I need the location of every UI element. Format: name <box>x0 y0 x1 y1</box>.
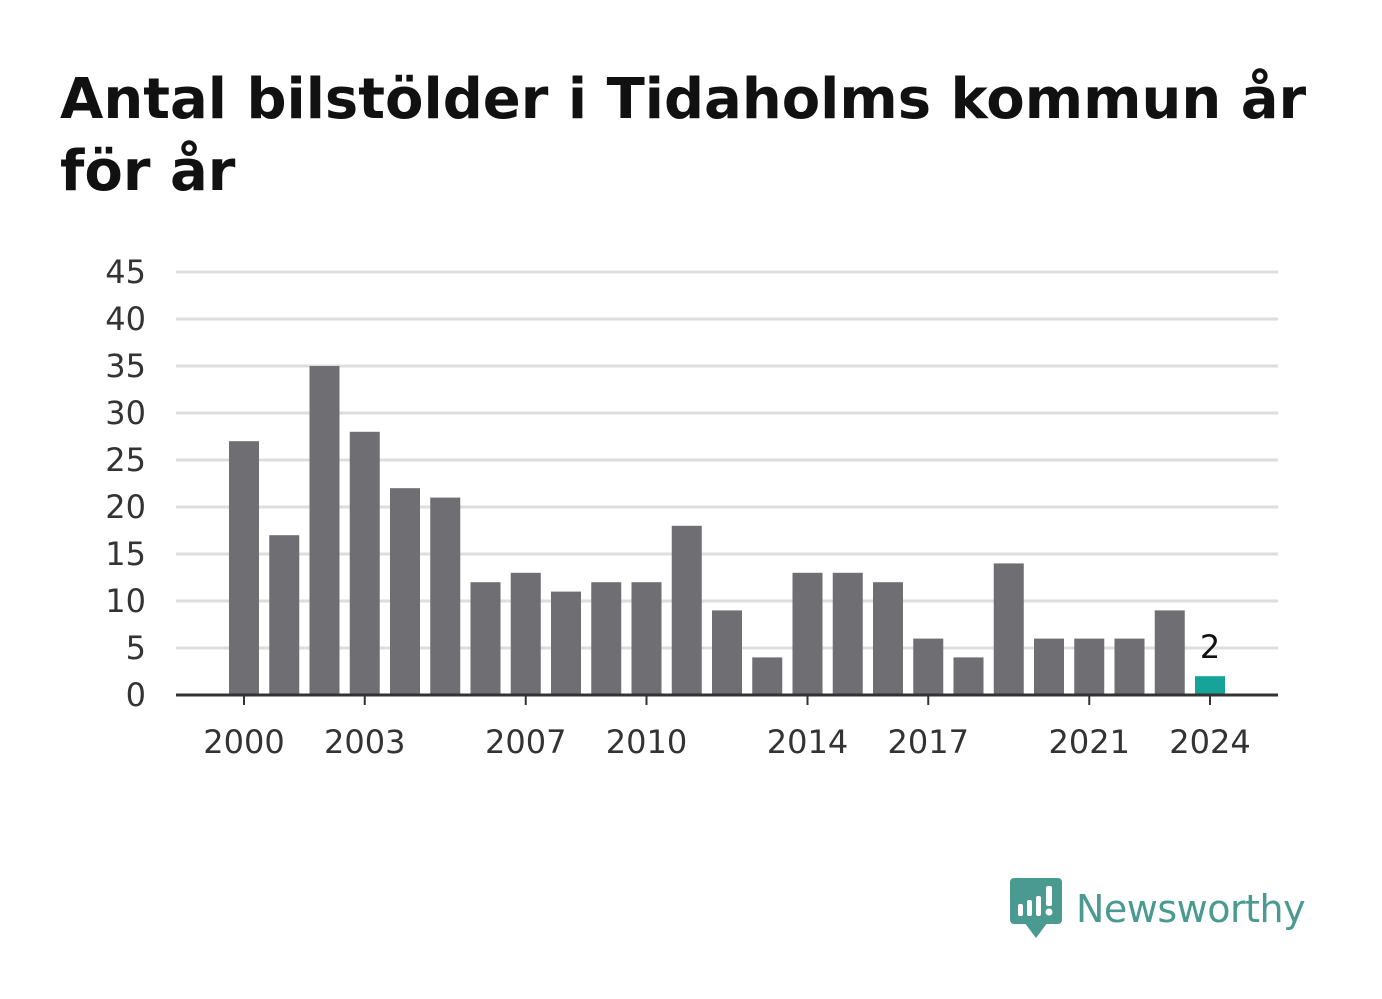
bar-2017 <box>913 638 944 695</box>
bar-2024 <box>1195 676 1225 695</box>
brand-name: Newsworthy <box>1076 887 1306 931</box>
bar-2023 <box>1154 610 1185 695</box>
x-tick-label-2000: 2000 <box>203 723 284 761</box>
bar-2014 <box>792 572 823 695</box>
x-tick-label-2014: 2014 <box>767 723 848 761</box>
data-label-2024: 2 <box>1200 628 1220 666</box>
bar-2001 <box>269 535 300 695</box>
bar-2020 <box>1034 638 1064 695</box>
bar-2021 <box>1074 638 1105 695</box>
newsworthy-brand: Newsworthy <box>1010 878 1306 940</box>
bar-2009 <box>591 582 622 695</box>
data-labels: 2 <box>1200 628 1220 666</box>
x-tick-label-2007: 2007 <box>485 723 566 761</box>
x-tick-label-2010: 2010 <box>606 723 687 761</box>
gridlines <box>176 270 1278 650</box>
x-tick-label-2024: 2024 <box>1169 723 1250 761</box>
bar-2005 <box>430 497 461 695</box>
x-tick-label-2021: 2021 <box>1049 723 1130 761</box>
bar-2013 <box>752 657 783 695</box>
bars <box>229 366 1225 695</box>
bar-2015 <box>832 572 863 695</box>
bar-2016 <box>873 582 903 695</box>
x-tick-label-2017: 2017 <box>888 723 969 761</box>
bar-2012 <box>712 610 742 695</box>
y-tick-label-40: 40 <box>105 300 146 338</box>
y-tick-label-0: 0 <box>126 676 146 714</box>
y-axis-tick-labels: 0 5 10 15 20 25 30 35 40 45 <box>105 253 146 714</box>
bar-2010 <box>631 582 662 695</box>
y-tick-label-25: 25 <box>105 441 146 479</box>
bar-2008 <box>551 591 581 695</box>
bar-2022 <box>1114 638 1145 695</box>
bar-2011 <box>671 525 702 695</box>
y-tick-label-10: 10 <box>105 582 146 620</box>
bar-2019 <box>993 563 1024 695</box>
y-tick-label-15: 15 <box>105 535 146 573</box>
bar-2004 <box>390 488 420 695</box>
bar-2007 <box>510 572 541 695</box>
y-tick-label-30: 30 <box>105 394 146 432</box>
bar-2018 <box>953 657 984 695</box>
chart-title: Antal bilstölder i Tidaholms kommun år f… <box>60 67 1307 204</box>
x-tick-label-2003: 2003 <box>324 723 405 761</box>
x-axis-ticks: 2000 2003 2007 2010 2014 2017 2021 2024 <box>203 695 1251 761</box>
bar-2000 <box>229 441 259 695</box>
y-tick-label-20: 20 <box>105 488 146 526</box>
newsworthy-logo-icon <box>1010 878 1062 938</box>
y-tick-label-35: 35 <box>105 347 146 385</box>
bar-2003 <box>349 431 380 695</box>
bar-2006 <box>470 582 501 695</box>
y-tick-label-45: 45 <box>105 253 146 291</box>
y-tick-label-5: 5 <box>126 629 146 667</box>
bar-2002 <box>309 366 340 695</box>
